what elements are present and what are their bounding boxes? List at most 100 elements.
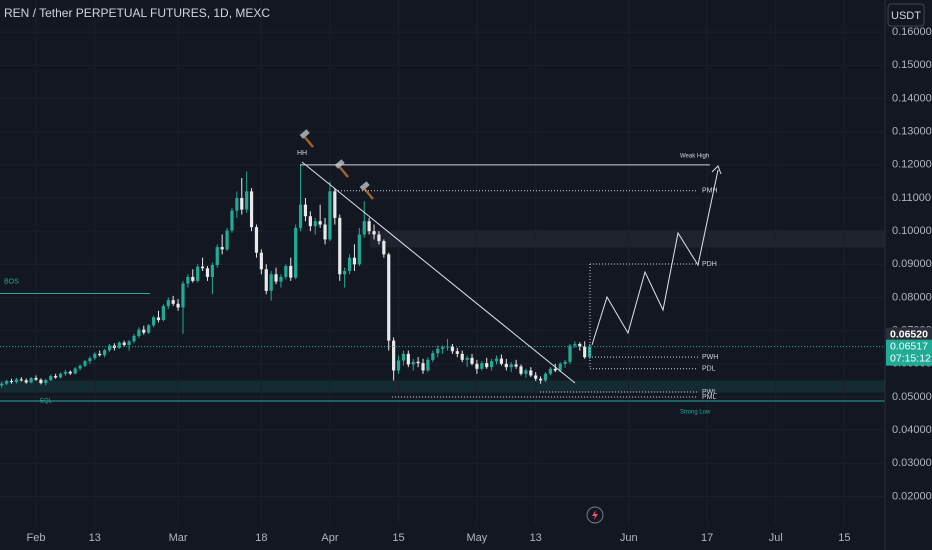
candle-body (382, 241, 386, 255)
candle-body (504, 363, 508, 368)
x-tick-label: Apr (321, 532, 338, 544)
level-label: PDL (702, 366, 716, 373)
marker-price-label: 0.06520 (890, 328, 928, 340)
candle-body (73, 368, 77, 374)
y-tick-label: 0.03000 (892, 457, 932, 469)
candle-body (215, 247, 219, 265)
candle-body (543, 373, 548, 381)
candle-body (284, 265, 288, 277)
candle-body (225, 230, 229, 250)
candle-body (98, 353, 102, 356)
candle-body (387, 254, 391, 341)
candle-body (34, 378, 38, 380)
candle-body (333, 191, 337, 218)
y-tick-label: 0.09000 (892, 258, 932, 270)
candle-body (191, 276, 195, 281)
level-label: PWL (702, 389, 717, 396)
level-label: PML (702, 394, 717, 401)
candle-body (303, 204, 308, 217)
candle-body (171, 300, 175, 304)
zones (0, 230, 885, 393)
candle-body (509, 364, 513, 368)
candle-body (338, 217, 342, 275)
level-label: Weak High (680, 153, 709, 159)
candle-body (137, 329, 141, 336)
candle-body (93, 353, 97, 359)
candle-body (49, 376, 53, 381)
candle-body (44, 380, 48, 384)
candle-body (274, 274, 278, 282)
candle-body (347, 257, 352, 271)
candle-body (426, 359, 430, 371)
flash-icon[interactable] (586, 506, 604, 524)
x-tick-label: Jun (620, 532, 638, 544)
marker-price-box (886, 327, 932, 342)
candle-body (524, 370, 528, 374)
candle-body (176, 303, 180, 308)
x-tick-label: 15 (838, 532, 850, 544)
candle-body (205, 268, 210, 277)
candle-body (514, 364, 518, 367)
last-price-box (886, 339, 932, 366)
candle-body (455, 351, 459, 354)
candle-body (142, 329, 146, 333)
trend-line (301, 161, 576, 384)
candle-body (396, 360, 401, 371)
candle-body (245, 191, 249, 210)
y-tick-label: 0.11000 (892, 192, 931, 204)
candle-body (450, 346, 455, 352)
candle-body (392, 340, 396, 371)
candle-body (362, 221, 366, 235)
candle-body (132, 335, 136, 342)
candle-body (490, 361, 494, 368)
candles (0, 164, 592, 388)
candle-body (323, 224, 327, 240)
candle-body (220, 247, 224, 250)
level-label: EQL (40, 399, 53, 405)
candle-body (318, 221, 322, 225)
candle-body (357, 234, 361, 265)
y-tick-label: 0.02000 (892, 490, 932, 502)
candle-body (289, 265, 293, 278)
candle-body (343, 270, 347, 275)
y-tick-label: 0.14000 (892, 92, 932, 104)
candle-body (431, 353, 435, 360)
candle-body (298, 204, 303, 228)
level-label: PDH (702, 261, 717, 268)
candle-body (9, 381, 14, 383)
level-label: PMH (702, 188, 718, 195)
projection-path (591, 169, 719, 346)
candle-body (230, 210, 234, 231)
candle-body (39, 379, 43, 384)
candle-body (406, 353, 410, 365)
y-tick-label: 0.04000 (892, 424, 932, 436)
candle-body (539, 378, 543, 381)
projection-arrow (711, 165, 722, 175)
candle-body (460, 353, 464, 360)
candle-body (480, 363, 484, 369)
candle-body (68, 371, 72, 374)
hammer-icon (299, 129, 314, 148)
candle-body (519, 366, 523, 374)
candle-body (441, 347, 445, 349)
currency-button[interactable] (887, 3, 925, 27)
candle-body (63, 371, 68, 374)
candle-body (583, 346, 587, 358)
y-tick-label: 0.15000 (892, 59, 932, 71)
candle-body (294, 227, 298, 278)
candle-body (377, 234, 381, 242)
candle-body (58, 373, 63, 378)
level-label: PWH (702, 354, 718, 361)
candle-body (127, 341, 131, 345)
candle-body (186, 276, 190, 284)
candle-body (29, 378, 33, 383)
hammer-icon (359, 181, 374, 200)
candle-body (166, 300, 170, 307)
candle-body (0, 383, 4, 386)
candle-body (494, 358, 499, 362)
y-tick-label: 0.12000 (892, 159, 932, 171)
candle-body (249, 191, 254, 228)
x-tick-label: Jul (769, 532, 783, 544)
candle-body (83, 361, 87, 366)
candle-body (54, 376, 58, 378)
